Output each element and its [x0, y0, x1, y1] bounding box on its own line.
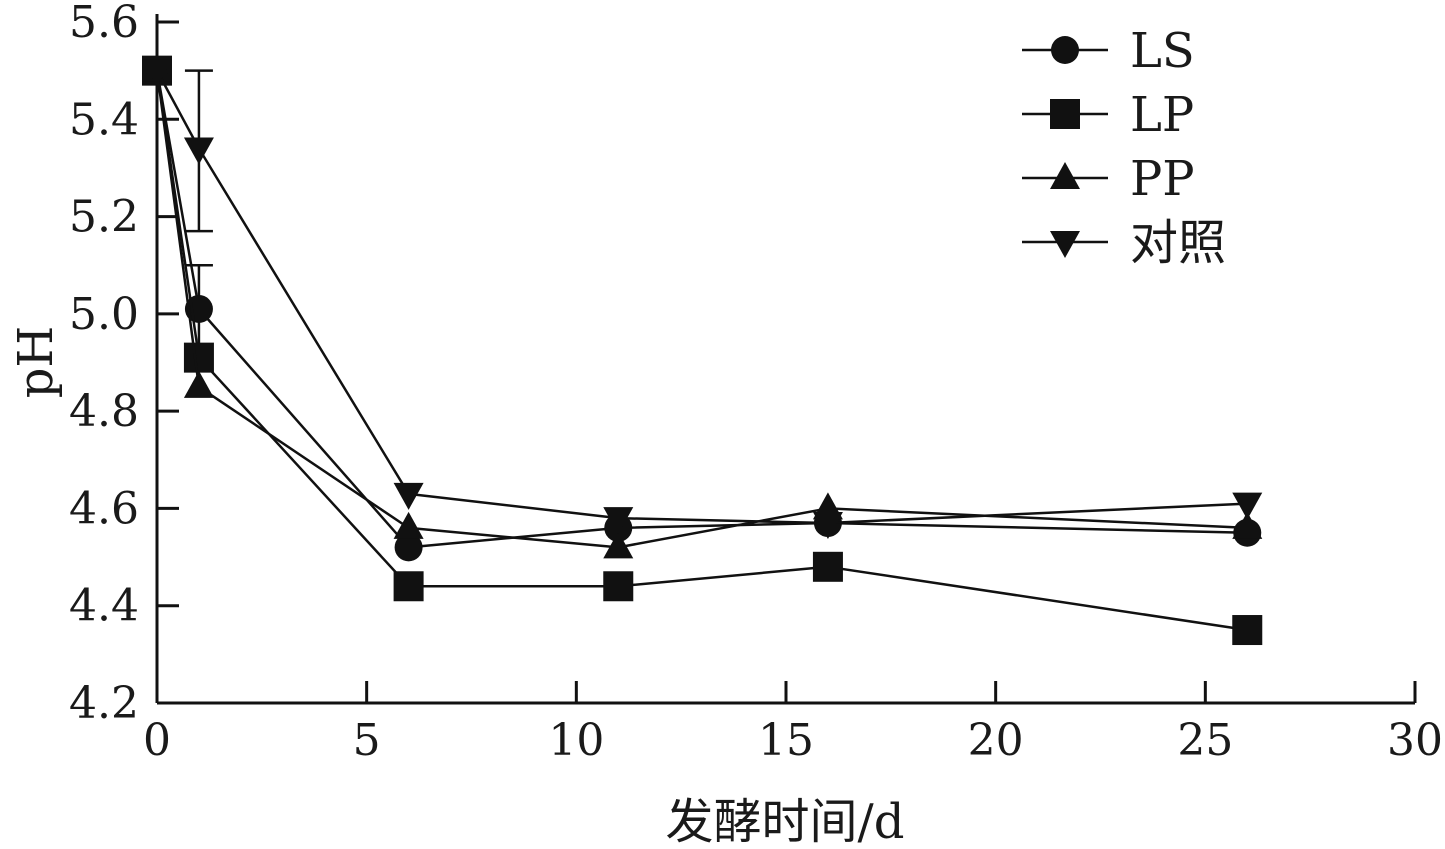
legend-label: PP	[1130, 151, 1195, 207]
legend-entry: LP	[1022, 87, 1194, 143]
legend-label: LS	[1130, 23, 1195, 79]
series-0	[143, 56, 1262, 562]
legend: LS LP PP 对照	[1022, 23, 1226, 271]
series-line	[155, 70, 1248, 525]
y-tick-label: 5.6	[69, 0, 139, 48]
series-line	[155, 70, 1248, 549]
data-point	[142, 59, 172, 87]
data-point	[393, 482, 424, 510]
legend-label: LP	[1130, 87, 1194, 143]
x-tick-label: 30	[1387, 715, 1443, 766]
series-2	[142, 54, 1263, 559]
series-line	[155, 70, 1248, 549]
series-line	[155, 70, 1248, 632]
y-tick-label: 4.6	[69, 483, 139, 534]
series-3	[142, 59, 1263, 540]
x-tick-label: 20	[968, 715, 1024, 766]
data-point	[393, 571, 424, 602]
data-point	[394, 533, 423, 562]
axes	[155, 14, 1415, 705]
x-tick-label: 10	[548, 715, 604, 766]
y-tick-label: 5.2	[69, 192, 139, 243]
x-axis-title: 发酵时间/d	[666, 794, 905, 849]
y-tick-label: 5.0	[69, 289, 139, 340]
x-tick-label: 25	[1177, 715, 1233, 766]
y-tick-label: 4.2	[69, 678, 139, 729]
legend-entry: 对照	[1022, 215, 1226, 271]
data-point	[1232, 492, 1263, 520]
data-point	[183, 370, 214, 398]
series-1	[142, 55, 1263, 646]
y-tick-label: 4.8	[69, 386, 139, 437]
legend-entry: PP	[1022, 151, 1195, 207]
legend-marker	[1050, 162, 1080, 189]
series-group	[142, 54, 1263, 646]
data-point	[393, 511, 424, 539]
legend-marker	[1051, 36, 1079, 64]
x-tick-label: 15	[758, 715, 814, 766]
data-point	[603, 571, 634, 602]
x-tick-label: 5	[353, 715, 381, 766]
data-point	[183, 342, 214, 373]
legend-entry: LS	[1022, 23, 1195, 79]
legend-label: 对照	[1130, 215, 1226, 271]
data-point	[1232, 511, 1263, 539]
data-point	[603, 531, 634, 559]
data-point	[812, 512, 843, 540]
data-point	[603, 507, 634, 535]
data-point	[812, 551, 843, 582]
data-point	[1232, 615, 1263, 646]
legend-marker	[1050, 231, 1080, 258]
ticks: 0 5 10 15 20 25 30 4.2 4.4 4.6 4.8 5.0 5.2 5.4 5.6	[69, 0, 1443, 766]
legend-marker	[1050, 99, 1080, 129]
y-tick-label: 5.4	[69, 94, 139, 145]
data-point	[183, 137, 214, 165]
y-axis-title: pH	[8, 326, 64, 399]
x-tick-label: 0	[143, 715, 171, 766]
y-tick-label: 4.4	[69, 581, 139, 632]
